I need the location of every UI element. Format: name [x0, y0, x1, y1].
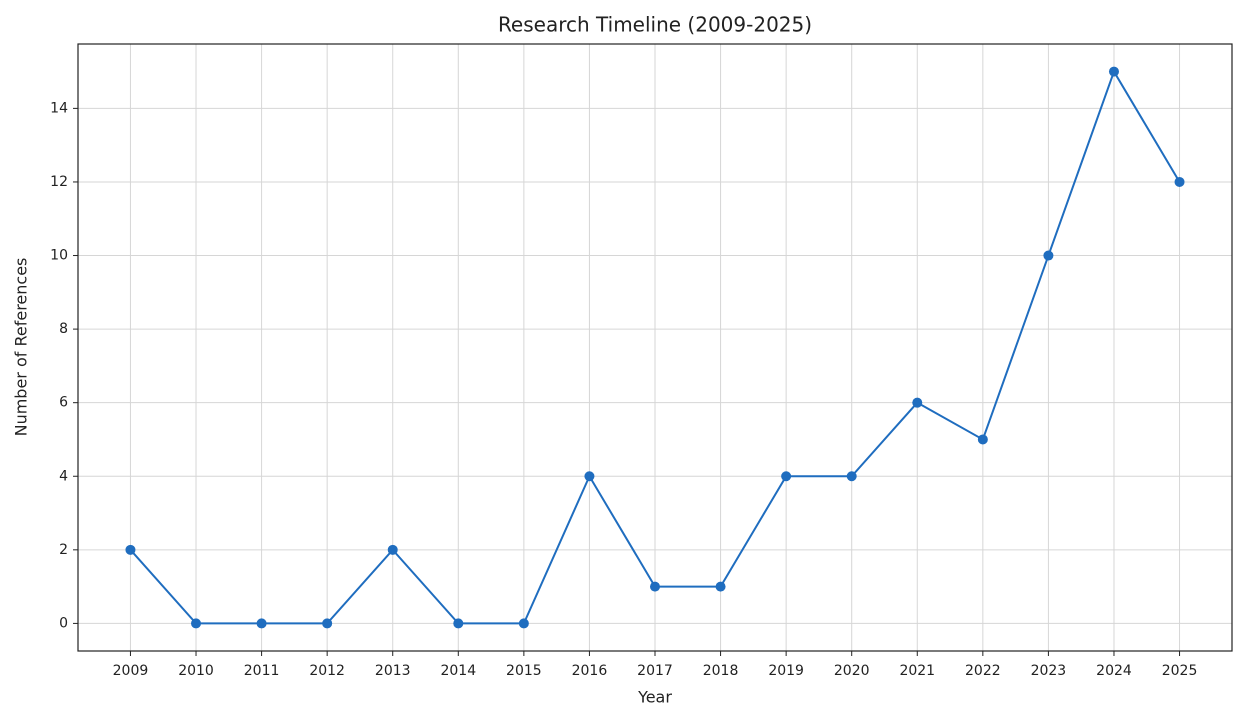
data-point: [650, 581, 660, 592]
data-point: [125, 544, 136, 555]
data-point: [1108, 66, 1119, 77]
x-tick-label: 2016: [572, 663, 608, 679]
x-tick-label: 2025: [1162, 663, 1198, 679]
data-point: [256, 618, 267, 629]
x-tick-label: 2022: [965, 663, 1001, 679]
data-point: [1174, 176, 1185, 187]
data-point: [322, 618, 333, 629]
x-tick-label: 2024: [1096, 663, 1132, 679]
plot: [125, 66, 1185, 629]
y-tick-label: 12: [50, 174, 68, 190]
y-tick-label: 0: [59, 615, 68, 631]
x-tick-label: 2011: [244, 663, 280, 679]
y-tick-label: 4: [59, 468, 68, 484]
data-point: [191, 618, 202, 629]
chart-title: Research Timeline (2009-2025): [498, 13, 812, 37]
data-point: [518, 618, 529, 629]
x-tick-label: 2019: [768, 663, 804, 679]
data-point: [387, 544, 398, 555]
x-tick-label: 2023: [1031, 663, 1067, 679]
data-point: [912, 397, 923, 408]
y-tick-label: 10: [50, 248, 68, 264]
data-point: [715, 581, 726, 592]
x-axis-label: Year: [637, 688, 672, 707]
x-tick-label: 2010: [178, 663, 214, 679]
y-tick-label: 8: [59, 321, 68, 337]
data-point: [846, 471, 857, 482]
data-point: [584, 471, 595, 482]
data-point: [453, 618, 464, 629]
x-tick-label: 2021: [899, 663, 935, 679]
data-point: [781, 471, 792, 482]
x-tick-label: 2018: [703, 663, 739, 679]
y-axis-label: Number of References: [12, 258, 31, 437]
x-tick-label: 2009: [113, 663, 149, 679]
y-tick-label: 6: [59, 395, 68, 411]
x-tick-label: 2020: [834, 663, 870, 679]
x-tick-label: 2015: [506, 663, 542, 679]
x-tick-label: 2017: [637, 663, 673, 679]
axes-frame: [77, 43, 1233, 652]
data-point: [1043, 250, 1054, 261]
data-point: [977, 434, 988, 445]
grid: 0 2 4 6 8 10 12 14 2009 2010 2011 2012 2013 2014 2015 2…: [50, 44, 1232, 679]
y-tick-label: 2: [59, 542, 68, 558]
x-tick-label: 2012: [309, 663, 345, 679]
x-tick-label: 2014: [440, 663, 476, 679]
x-tick-label: 2013: [375, 663, 411, 679]
y-tick-label: 14: [50, 100, 68, 116]
